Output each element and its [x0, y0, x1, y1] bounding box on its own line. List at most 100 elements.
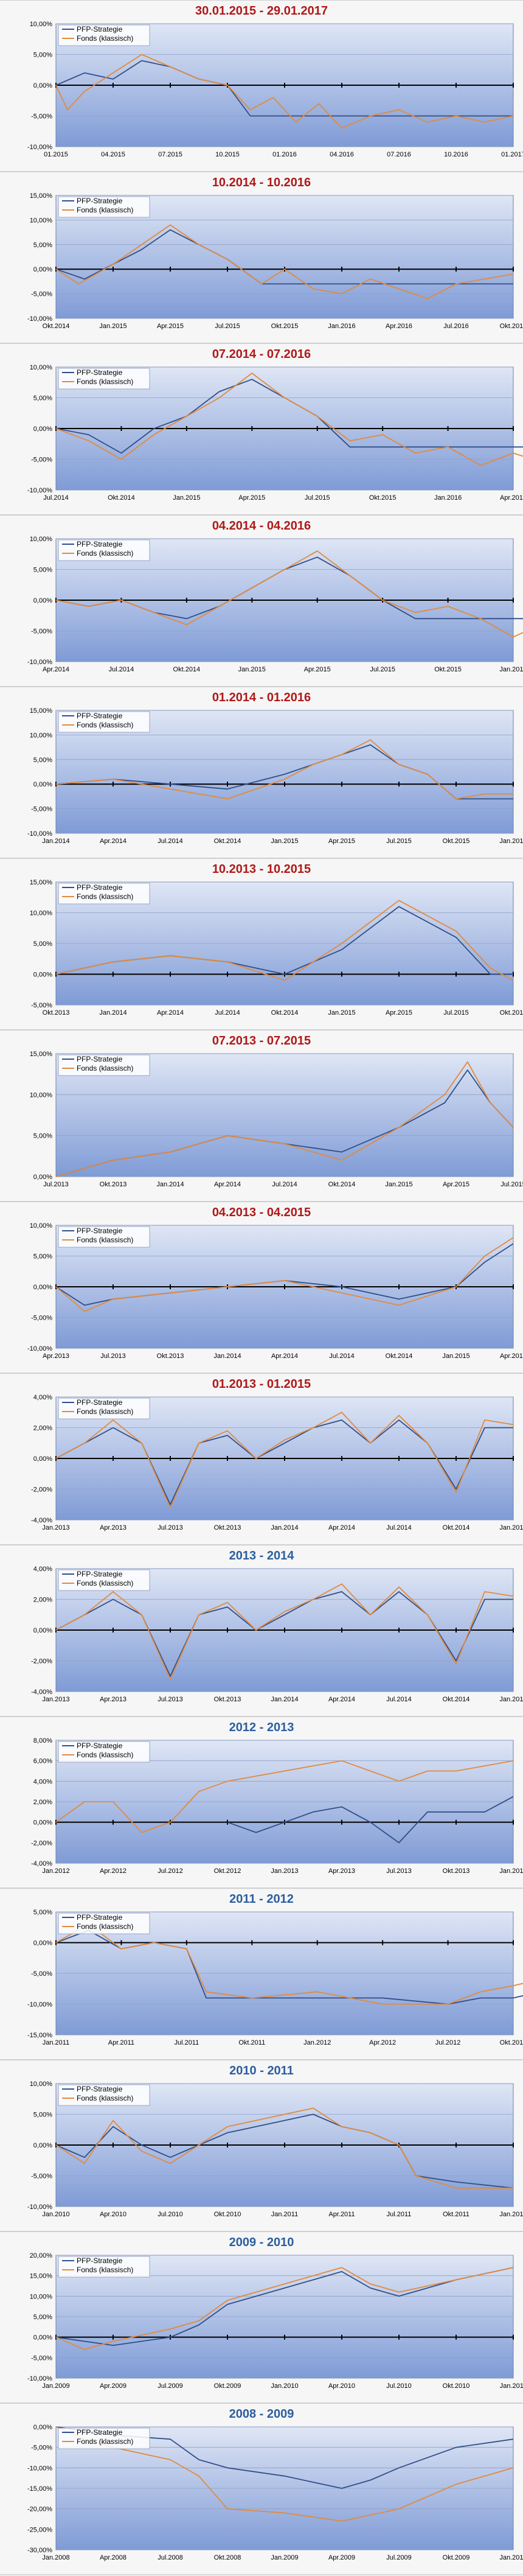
x-tick-label: Okt.2008 [214, 2554, 241, 2561]
x-tick-label: Apr.2015 [238, 494, 265, 502]
line-chart: 4,00% 2,00% 0,00% -2,00% -4,00%Jan.2013 Apr.2… [31, 1394, 523, 1531]
x-tick-label: 10.2015 [215, 151, 240, 158]
y-tick-label: 5,00% [33, 242, 52, 249]
x-tick-label: Jul.2009 [386, 2554, 412, 2561]
series-line-fonds-klassisch [55, 1760, 514, 1833]
legend-label: PFP-Strategie [77, 540, 123, 548]
x-tick-label: Apr.2012 [369, 2039, 396, 2046]
chart-title: 2008 - 2009 [229, 2407, 294, 2421]
line-chart: 4,00% 2,00% 0,00% -2,00% -4,00%Jan.2013 Apr.2… [31, 1566, 523, 1703]
x-tick-label: Okt.2013 [214, 1524, 241, 1531]
x-tick-label: Apr.2015 [386, 1009, 412, 1017]
y-tick-label: -10,00% [27, 1345, 52, 1353]
x-tick-label: Apr.2013 [100, 1524, 126, 1531]
x-tick-label: Okt.2012 [500, 2039, 523, 2046]
y-tick-label: 10,00% [30, 217, 53, 224]
legend-label: Fonds (klassisch) [77, 2437, 133, 2446]
legend-box [58, 1054, 150, 1076]
chart-panel: 04.2013 - 04.2015 10,00% 5,00% 0,00% -5,00% -… [0, 1202, 523, 1373]
x-tick-label: Okt.2014 [443, 1696, 470, 1703]
legend-label: PFP-Strategie [77, 197, 123, 205]
x-tick-label: Okt.2015 [443, 838, 470, 845]
legend-box [58, 1569, 150, 1591]
x-tick-label: Jul.2014 [386, 1696, 412, 1703]
legend-label: PFP-Strategie [77, 2085, 123, 2093]
series-line-pfp-strategie [55, 2267, 514, 2347]
x-tick-label: Okt.2010 [443, 2382, 470, 2390]
x-tick-label: Okt.2013 [443, 1867, 470, 1875]
chart-title: 04.2014 - 04.2016 [212, 519, 311, 533]
legend-label: PFP-Strategie [77, 2428, 123, 2437]
series-line-fonds-klassisch [55, 2267, 514, 2350]
y-tick-label: 0,00% [33, 1284, 52, 1291]
legend-label: PFP-Strategie [77, 712, 123, 720]
x-tick-label: Apr.2010 [328, 2382, 355, 2390]
series-line-fonds-klassisch [55, 900, 514, 981]
line-chart: 10,00% 5,00% 0,00% -5,00% -10,00%Jan.2010 Apr… [27, 2081, 523, 2218]
legend-box [58, 1398, 150, 1419]
legend-label: PFP-Strategie [77, 1913, 123, 1922]
y-tick-label: -5,00% [31, 457, 52, 464]
y-tick-label: 5,00% [33, 567, 52, 574]
x-tick-label: Jul.2014 [43, 494, 69, 502]
chart-title: 04.2013 - 04.2015 [212, 1206, 311, 1219]
y-tick-label: -10,00% [27, 144, 52, 151]
x-tick-label: Jul.2008 [158, 2554, 183, 2561]
y-tick-label: -10,00% [27, 2465, 52, 2472]
x-tick-label: Jan.2015 [499, 1524, 523, 1531]
y-tick-label: 0,00% [33, 1627, 52, 1634]
y-tick-label: 5,00% [33, 2112, 52, 2119]
x-tick-label: Okt.2013 [214, 1696, 241, 1703]
x-tick-label: Jan.2016 [499, 666, 523, 673]
series-line-fonds-klassisch [55, 2107, 513, 2189]
y-tick-label: 10,00% [30, 536, 53, 543]
legend-label: Fonds (klassisch) [77, 1751, 133, 1759]
series-line-fonds-klassisch [55, 739, 513, 800]
line-chart: 10,00% 5,00% 0,00% -5,00% -10,00%Apr.2013 Jul… [27, 1222, 523, 1360]
x-tick-label: Jan.2014 [271, 1524, 298, 1531]
y-tick-label: -2,00% [31, 1658, 52, 1665]
y-tick-label: 15,00% [30, 707, 53, 715]
y-tick-label: 10,00% [30, 910, 53, 917]
x-tick-label: Jan.2014 [42, 838, 69, 845]
line-chart: 0,00% -5,00% -10,00% -15,00% -20,00% -25,00% -… [27, 2424, 523, 2561]
x-tick-label: Okt.2009 [443, 2554, 470, 2561]
x-tick-label: Jan.2008 [42, 2554, 69, 2561]
x-tick-label: Apr.2016 [386, 323, 412, 330]
x-tick-label: Jan.2015 [442, 1353, 469, 1360]
y-tick-label: -5,00% [31, 1002, 52, 1009]
x-tick-label: Okt.2014 [328, 1181, 356, 1188]
legend-box [58, 2256, 150, 2278]
x-tick-label: Jan.2012 [303, 2039, 331, 2046]
y-tick-label: 10,00% [30, 1091, 53, 1099]
legend-label: Fonds (klassisch) [77, 549, 133, 558]
chart-panel: 2008 - 2009 0,00% -5,00% -10,00% -15,00% -20,… [0, 2403, 523, 2575]
y-tick-label: 0,00% [33, 2424, 52, 2431]
series-line-pfp-strategie [55, 2426, 514, 2489]
legend-label: PFP-Strategie [77, 1227, 123, 1235]
x-tick-label: Okt.2012 [214, 1867, 241, 1875]
y-tick-label: -5,00% [31, 806, 52, 813]
x-tick-label: Jan.2014 [499, 1867, 523, 1875]
legend-label: Fonds (klassisch) [77, 1407, 133, 1416]
chart-title: 01.2013 - 01.2015 [212, 1377, 311, 1391]
y-tick-label: 6,00% [33, 1758, 52, 1765]
x-tick-label: Jul.2015 [215, 323, 240, 330]
chart-title: 10.2013 - 10.2015 [212, 863, 311, 876]
y-tick-label: 10,00% [30, 364, 53, 371]
chart-panel: 2010 - 2011 10,00% 5,00% 0,00% -5,00% -10,00%… [0, 2060, 523, 2231]
chart-title: 2009 - 2010 [229, 2236, 294, 2249]
legend-label: PFP-Strategie [77, 2256, 123, 2265]
y-tick-label: -5,00% [31, 2173, 52, 2180]
x-tick-label: Jul.2014 [386, 1524, 412, 1531]
x-tick-label: Jul.2011 [174, 2039, 199, 2046]
line-chart: 10,00% 5,00% 0,00% -5,00% -10,00%Apr.2014 Jul… [27, 536, 523, 673]
y-tick-label: 5,00% [33, 1253, 52, 1261]
legend-label: PFP-Strategie [77, 1741, 123, 1750]
legend-label: Fonds (klassisch) [77, 206, 133, 214]
x-tick-label: 07.2016 [387, 151, 411, 158]
